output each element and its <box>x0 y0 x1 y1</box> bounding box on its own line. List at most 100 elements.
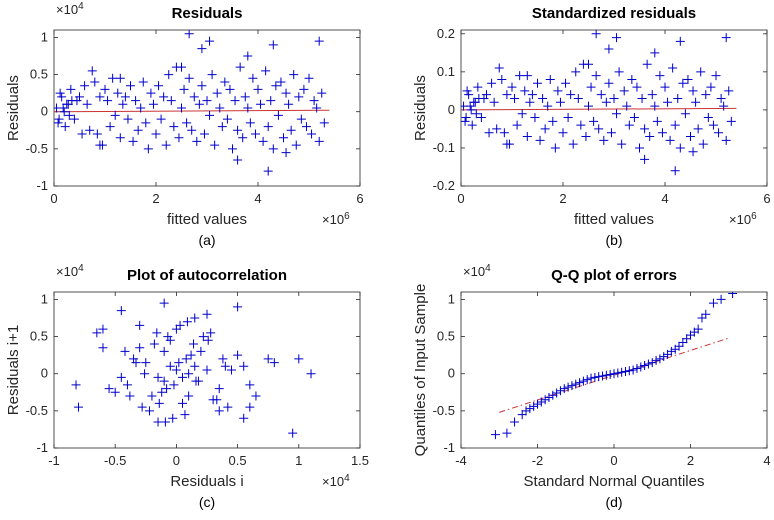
fit-line <box>461 107 737 111</box>
data-point <box>655 71 665 81</box>
y-tick-label: -1 <box>36 178 48 193</box>
y-tick-label: 0.5 <box>30 329 48 344</box>
data-point <box>609 93 619 103</box>
data-point <box>69 114 79 124</box>
data-point <box>245 402 255 412</box>
data-point <box>256 99 266 109</box>
data-point <box>606 128 616 138</box>
data-point <box>171 365 181 375</box>
x-axis-label: fitted values <box>167 211 247 228</box>
data-point <box>299 84 309 94</box>
x-tick-label: -0.5 <box>104 453 126 468</box>
data-point <box>268 40 278 50</box>
data-point <box>540 124 550 134</box>
data-point <box>60 122 70 132</box>
data-point <box>683 74 693 84</box>
x-tick-label: -2 <box>532 453 544 468</box>
data-point <box>571 379 581 389</box>
data-point <box>319 118 329 128</box>
x-tick-label: 0.5 <box>229 453 247 468</box>
data-point <box>126 81 135 91</box>
data-point <box>228 144 237 154</box>
data-point <box>476 113 486 123</box>
data-point <box>90 77 100 87</box>
data-point <box>113 88 123 98</box>
data-point <box>510 93 520 103</box>
data-point <box>116 306 126 316</box>
data-point <box>728 292 738 298</box>
data-point <box>502 139 512 149</box>
panel-sublabel: (d) <box>605 494 622 510</box>
data-point <box>128 136 138 146</box>
y-tick-label: -0.5 <box>26 403 48 418</box>
data-point <box>230 96 240 106</box>
data-point <box>146 88 156 98</box>
data-point <box>159 376 169 386</box>
y-axis-label: Quantiles of Input Sample <box>412 284 429 457</box>
data-point <box>184 30 194 39</box>
y-tick-label: 0.2 <box>437 26 455 41</box>
data-point <box>601 370 611 380</box>
data-point <box>159 346 169 356</box>
data-point <box>122 380 132 390</box>
data-point <box>609 369 619 379</box>
data-point <box>138 77 148 87</box>
data-point <box>263 354 273 364</box>
data-point <box>169 122 179 132</box>
x-tick-label: 0 <box>173 453 180 468</box>
data-point <box>716 93 726 103</box>
data-point <box>666 346 676 356</box>
data-point <box>670 120 680 130</box>
data-point <box>55 88 65 98</box>
data-point <box>154 398 164 408</box>
data-point <box>575 378 585 388</box>
data-point <box>175 320 185 330</box>
data-point <box>487 78 497 88</box>
data-point <box>187 125 197 135</box>
data-point <box>131 96 141 106</box>
data-point <box>647 358 657 368</box>
data-point <box>80 81 90 91</box>
data-point <box>233 155 243 165</box>
data-point <box>708 120 718 130</box>
data-point <box>688 86 698 96</box>
data-point <box>136 103 146 113</box>
data-point <box>263 166 273 176</box>
data-point <box>220 77 230 87</box>
data-point <box>594 372 604 382</box>
data-point <box>85 125 95 135</box>
data-point <box>590 372 600 382</box>
data-point <box>73 402 83 412</box>
data-point <box>307 129 317 139</box>
data-point <box>559 384 569 394</box>
data-point <box>538 93 548 103</box>
data-point <box>190 361 200 371</box>
data-point <box>573 93 583 103</box>
y-axis-label: Residuals <box>5 75 22 141</box>
data-point <box>271 81 281 91</box>
data-point <box>678 78 688 88</box>
data-point <box>540 395 550 405</box>
data-point <box>64 110 74 120</box>
data-point <box>239 413 249 423</box>
y-tick-label: 0.1 <box>437 64 455 79</box>
data-point <box>536 397 546 407</box>
data-point <box>627 74 637 84</box>
data-point <box>545 74 555 84</box>
data-point <box>604 44 614 54</box>
data-point <box>629 113 639 123</box>
data-point <box>492 124 502 134</box>
data-point <box>647 90 657 100</box>
y-axis-label: Residuals <box>412 75 429 141</box>
data-point <box>314 136 324 146</box>
data-point <box>306 369 316 379</box>
data-point <box>596 90 606 100</box>
data-point <box>177 62 186 72</box>
data-point <box>284 99 294 109</box>
data-point <box>584 59 593 69</box>
data-point <box>522 132 532 142</box>
plot-area <box>461 30 737 176</box>
data-point <box>571 67 581 77</box>
data-point <box>558 128 568 138</box>
data-point <box>719 101 729 111</box>
